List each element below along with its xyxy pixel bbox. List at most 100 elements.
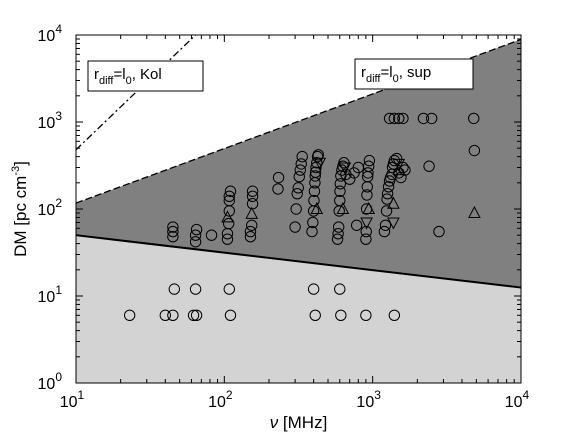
y-tick-label: 103 — [38, 109, 63, 132]
circle-marker — [311, 157, 323, 169]
y-tick-label-base: 10 — [38, 289, 56, 306]
y-tick-label: 101 — [38, 283, 63, 306]
circle-marker — [123, 309, 136, 322]
circle-marker — [388, 309, 401, 322]
circle-marker — [223, 190, 235, 202]
circle-marker — [417, 112, 430, 125]
circle-marker — [390, 152, 403, 165]
circle-marker — [189, 283, 202, 295]
circle-marker — [290, 203, 302, 215]
y-axis-main: DM [pc cm — [11, 176, 30, 257]
x-tick-label: 104 — [505, 388, 530, 411]
x-tick-label: 102 — [208, 388, 233, 411]
annotation-sup-r: r — [361, 64, 366, 81]
circle-marker — [296, 150, 308, 163]
circle-marker — [223, 283, 235, 295]
circle-marker — [294, 164, 306, 176]
x-tick-label-base: 10 — [208, 394, 226, 411]
circle-marker — [189, 236, 202, 248]
triangle-down-marker — [392, 158, 406, 171]
circle-marker — [423, 160, 435, 172]
circle-marker — [293, 171, 305, 183]
circle-marker — [331, 233, 344, 245]
circle-marker — [190, 223, 203, 236]
circle-marker — [167, 231, 179, 243]
x-tick-label-exp: 2 — [226, 388, 233, 402]
triangle-up-marker — [336, 201, 350, 214]
annotation-sup-box — [354, 58, 474, 90]
y-tick-label-base: 10 — [38, 202, 56, 219]
annotation-kol-end: , Kol — [132, 66, 162, 83]
y-axis-title: DM [pc cm-3] — [10, 161, 30, 257]
circle-marker — [246, 219, 258, 231]
y-axis-end: ] — [11, 161, 30, 166]
x-tick-label-base: 10 — [356, 394, 374, 411]
circle-marker — [343, 173, 356, 185]
x-tick-labels: 101 102 103 104 — [60, 388, 530, 411]
y-tick-label: 100 — [38, 370, 63, 393]
circle-marker — [362, 160, 375, 172]
circle-marker — [378, 225, 391, 238]
circle-marker — [272, 183, 284, 195]
triangle-down-marker — [313, 157, 327, 170]
triangle-down-marker — [387, 217, 400, 230]
circle-marker — [360, 233, 372, 245]
circle-marker — [399, 164, 411, 176]
annotation-sup-eq: =l — [380, 64, 392, 81]
circle-marker — [308, 185, 321, 197]
circle-marker — [309, 170, 321, 182]
circle-marker — [381, 187, 394, 200]
circle-marker — [334, 283, 346, 295]
circle-marker — [334, 185, 346, 197]
circle-marker — [295, 158, 307, 170]
circle-marker — [291, 187, 303, 200]
annotation-sup-sub-diff: diff — [366, 73, 381, 85]
y-tick-label-base: 10 — [38, 376, 56, 393]
x-tick-label-exp: 4 — [523, 388, 530, 402]
circle-marker — [379, 219, 392, 231]
triangle-up-marker — [221, 210, 234, 223]
circle-marker — [360, 309, 372, 322]
triangle-down-marker — [338, 162, 352, 175]
circle-marker — [334, 178, 346, 190]
circle-marker — [224, 309, 237, 322]
circle-marker — [244, 231, 257, 243]
circle-marker — [244, 225, 257, 238]
annotation-kol: rdiff=l0, Kol — [87, 60, 204, 92]
circle-marker — [221, 233, 234, 245]
circle-marker — [205, 229, 218, 241]
dashdot-kol-line — [75, 34, 197, 151]
x-axis-unit: [MHz] — [278, 413, 327, 432]
triangle-up-marker — [392, 163, 406, 176]
circle-marker — [363, 154, 376, 167]
circle-marker — [350, 219, 363, 231]
circle-marker — [246, 185, 259, 197]
annotation-kol-sub-diff: diff — [99, 75, 114, 87]
solid-boundary-line — [75, 234, 522, 289]
circle-marker — [167, 221, 179, 233]
y-tick-label-exp: 4 — [55, 22, 62, 36]
circle-marker — [360, 225, 372, 238]
circle-marker — [246, 190, 259, 202]
circle-marker — [167, 309, 179, 322]
annotation-kol-eq: =l — [113, 66, 125, 83]
annotation-kol-r: r — [94, 66, 99, 83]
circle-marker — [309, 309, 321, 322]
circle-marker — [332, 221, 345, 233]
circle-marker — [224, 185, 237, 197]
circle-marker — [382, 181, 395, 193]
y-tick-label-base: 10 — [38, 115, 56, 132]
circle-marker — [468, 112, 480, 125]
annotation-kol-box — [87, 60, 204, 92]
y-tick-label: 102 — [38, 196, 63, 219]
circle-marker — [380, 205, 393, 217]
annotation-sup-end: , sup — [399, 64, 432, 81]
circle-marker — [312, 149, 324, 161]
annotation-sup-sub-0: 0 — [393, 73, 399, 85]
annotation-kol-sub-0: 0 — [126, 75, 132, 87]
circle-marker — [393, 112, 405, 125]
circle-marker — [433, 225, 445, 238]
circle-marker — [362, 167, 374, 179]
